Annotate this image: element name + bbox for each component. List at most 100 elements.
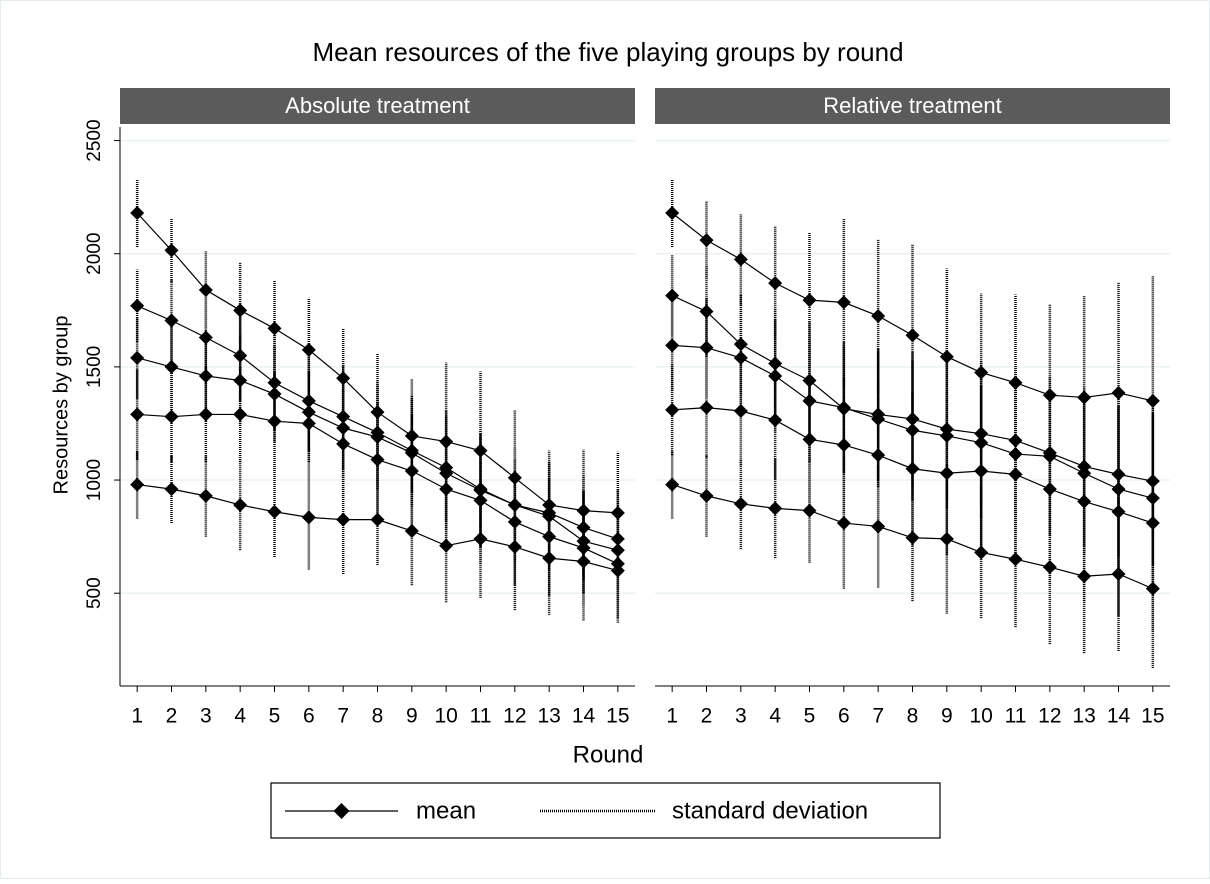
mean-marker [164,243,179,258]
mean-marker [473,443,488,458]
mean-marker [164,313,179,328]
mean-marker [301,405,316,420]
mean-marker [836,400,851,415]
mean-marker [233,407,248,422]
mean-marker [301,342,316,357]
mean-marker [871,411,886,426]
legend-label: mean [416,797,476,824]
mean-marker [130,350,145,365]
x-tick-label: 5 [269,705,281,728]
legend-marker [333,803,350,819]
mean-marker [130,407,145,422]
mean-marker [871,519,886,534]
mean-marker [1042,482,1057,497]
mean-marker [439,434,454,449]
mean-marker [473,531,488,546]
mean-marker [542,551,557,566]
mean-marker [404,445,419,460]
mean-marker [1077,494,1092,509]
x-tick-label: 11 [470,705,492,728]
x-tick-label: 13 [537,705,560,728]
mean-marker [370,512,385,527]
mean-marker [576,554,591,569]
mean-marker [1145,581,1160,596]
mean-marker [699,340,714,355]
mean-marker [198,488,213,503]
mean-marker [336,436,351,451]
legend-label: standard deviation [672,797,868,824]
mean-marker [733,496,748,511]
mean-marker [665,338,680,353]
mean-marker [974,545,989,560]
mean-marker [1008,447,1023,462]
mean-marker [905,530,920,545]
mean-marker [939,349,954,364]
mean-marker [939,466,954,481]
mean-marker [507,497,522,512]
mean-marker [164,409,179,424]
mean-marker [267,375,282,390]
mean-marker [1042,388,1057,403]
mean-marker [939,428,954,443]
mean-marker [404,464,419,478]
mean-marker [802,373,817,388]
mean-marker [733,350,748,365]
mean-marker [1077,569,1092,584]
mean-marker [768,413,783,428]
mean-marker [665,288,680,303]
mean-marker [164,359,179,374]
mean-marker [576,503,591,518]
y-tick-label: 500 [84,577,105,609]
y-tick-label: 1000 [84,459,105,501]
mean-marker [699,400,714,415]
mean-marker [768,368,783,383]
mean-marker [233,348,248,363]
mean-marker [301,393,316,408]
mean-marker [733,252,748,267]
mean-marker [439,538,454,553]
mean-marker [905,461,920,476]
mean-marker [336,371,351,386]
mean-marker [1077,466,1092,481]
mean-marker [768,356,783,371]
mean-marker [974,464,989,478]
mean-marker [610,543,625,558]
mean-marker [699,488,714,503]
mean-marker [370,452,385,467]
x-tick-label: 13 [1072,705,1095,728]
mean-marker [542,497,557,512]
mean-marker [130,206,145,220]
x-tick-label: 4 [769,705,781,728]
panel-title: Absolute treatment [285,93,470,118]
mean-marker [974,435,989,450]
x-tick-label: 6 [838,705,850,728]
mean-marker [665,402,680,417]
mean-marker [974,426,989,441]
mean-marker [1111,566,1126,581]
x-tick-label: 1 [131,705,143,728]
mean-marker [439,466,454,481]
mean-marker [905,411,920,426]
mean-marker [802,393,817,408]
mean-marker [802,503,817,518]
mean-marker [768,501,783,516]
mean-marker [836,295,851,310]
mean-marker [473,483,488,498]
mean-marker [301,416,316,431]
x-tick-label: 8 [372,705,384,728]
chart-title: Mean resources of the five playing group… [312,37,903,67]
x-tick-label: 7 [872,705,884,728]
legend: mean standard deviation [270,782,941,839]
mean-marker [1042,560,1057,575]
mean-marker [768,276,783,291]
mean-marker [233,303,248,318]
x-tick-label: 1 [666,705,678,728]
mean-marker [939,531,954,546]
x-tick-label: 9 [941,705,953,728]
x-tick-label: 15 [606,705,629,728]
mean-marker [836,516,851,531]
mean-marker [665,477,680,492]
x-tick-label: 6 [303,705,315,728]
